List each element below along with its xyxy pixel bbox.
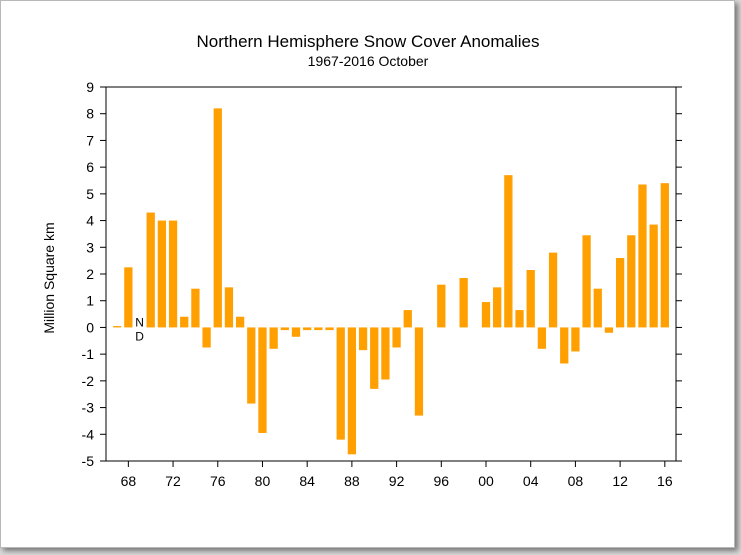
bar-1988 [347,327,357,455]
bars-group [113,108,669,455]
y-tick-label: -2 [82,373,95,389]
bar-1993 [403,310,412,328]
x-tick-label: 00 [478,473,494,489]
bar-2016 [660,183,669,328]
bar-1981 [269,327,278,349]
bar-1972 [168,220,178,328]
x-tick-label: 12 [612,473,628,489]
bar-1979 [247,327,256,404]
bar-2004 [526,269,535,328]
y-tick-label: 7 [86,132,94,148]
bar-1985 [314,327,323,331]
y-tick-label: 4 [86,213,94,229]
bar-1994 [414,327,424,416]
y-axis-label: Million Square km [41,222,57,333]
bar-1989 [358,327,368,351]
y-tick-label: -3 [82,400,95,416]
bar-2010 [593,288,602,328]
bar-1968 [124,267,133,328]
bar-1984 [303,327,312,331]
bar-1971 [157,220,167,328]
bar-2005 [537,327,547,349]
bar-2009 [582,235,591,328]
bar-1983 [291,327,301,337]
y-tick-label: 0 [86,319,94,335]
x-tick-label: 88 [344,473,360,489]
bar-1991 [381,327,390,380]
x-tick-label: 08 [568,473,584,489]
bar-1990 [370,327,379,389]
bar-1974 [191,288,200,328]
x-tick-label: 72 [165,473,181,489]
x-tick-label: 16 [657,473,673,489]
no-data-label-d: D [135,329,144,343]
y-tick-label: -1 [82,346,95,362]
bar-1982 [280,327,289,331]
bar-2012 [615,257,625,328]
bar-1987 [336,327,345,440]
chart-frame [0,0,735,548]
chart-subtitle: 1967-2016 October [308,53,429,69]
x-tick-label: 96 [434,473,450,489]
y-tick-label: 9 [86,79,94,95]
bar-2014 [638,184,647,328]
x-tick-label: 68 [121,473,137,489]
bar-2003 [515,310,524,328]
bar-2006 [548,252,558,328]
bar-1977 [224,287,234,328]
bar-1978 [235,316,245,328]
y-tick-label: -5 [82,453,95,469]
x-tick-label: 92 [389,473,405,489]
bar-1980 [258,327,267,433]
x-tick-label: 04 [523,473,539,489]
bar-2013 [627,235,636,328]
y-tick-label: 5 [86,186,94,202]
y-tick-label: 2 [86,266,94,282]
y-tick-label: 1 [86,293,94,309]
bar-2008 [571,327,580,352]
bar-2001 [493,287,502,328]
x-tick-label: 84 [299,473,315,489]
bar-1967 [113,326,122,328]
bar-1976 [213,108,222,328]
bar-1996 [437,284,446,328]
y-tick-label: 3 [86,239,94,255]
bar-1992 [392,327,401,348]
chart-title: Northern Hemisphere Snow Cover Anomalies [197,32,540,51]
x-tick-label: 76 [210,473,226,489]
bar-1975 [202,327,211,348]
bar-2015 [649,224,658,328]
bar-2002 [504,175,513,328]
annotation-group: ND [135,315,144,343]
x-tick-label: 80 [255,473,271,489]
y-tick-label: 8 [86,106,94,122]
y-tick-label: -4 [82,426,95,442]
no-data-label-n: N [135,315,144,329]
bar-1998 [459,278,468,328]
bar-1986 [325,327,334,331]
y-tick-label: 6 [86,159,94,175]
bar-1973 [180,316,189,328]
bar-2011 [604,327,614,333]
bar-2007 [560,327,569,364]
bar-1970 [146,212,155,328]
bar-2000 [481,302,491,328]
